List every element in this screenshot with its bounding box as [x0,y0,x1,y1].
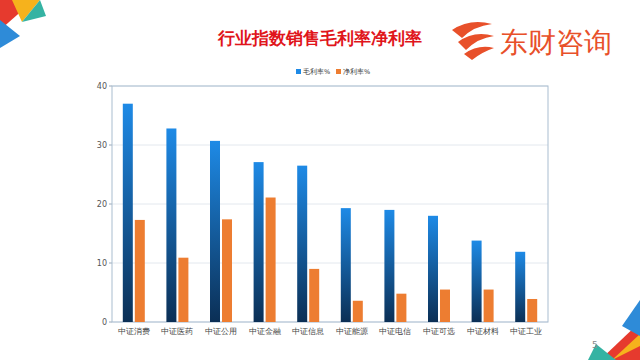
tick-label: 30 [97,141,107,150]
corner-shape [612,334,640,360]
plot-frame [112,86,548,322]
bar [123,104,133,322]
bar [472,241,482,322]
title: 行业指数销售毛利率净利率 [217,28,422,48]
bar [428,216,438,322]
bar [266,198,276,322]
page-number: 5 [592,340,598,350]
logo-text: 东财咨询 [500,26,612,59]
bar [135,220,145,322]
corner-shape [22,0,46,22]
bar [384,210,394,322]
bar [353,301,363,322]
tick-label: 10 [97,259,107,268]
category-label: 中证可选 [423,327,455,336]
category-label: 中证材料 [467,327,499,336]
grid-line [112,263,548,264]
bar [341,208,351,322]
corner-shape [0,20,20,48]
bar [222,219,232,322]
logo: 东财咨询 [452,22,612,60]
bar [484,290,494,322]
category-label: 中证信息 [292,327,324,336]
legend-label: 净利率% [343,68,370,76]
x-axis-labels: 中证消费 中证医药 中证公用 中证金融 中证信息 中证能源 中证电信 中证可选 中证材料 中证工业 [118,327,542,336]
category-label: 中证医药 [161,327,193,336]
tick-label: 20 [97,200,107,209]
legend: 毛利率% 净利率% [296,68,370,76]
bar [527,299,537,322]
tick-label: 0 [102,318,107,327]
grid: 0 10 20 30 40 [97,82,548,327]
tick-label: 40 [97,82,107,91]
category-label: 中证公用 [205,327,237,336]
category-label: 中证能源 [336,327,368,336]
category-label: 中证电信 [379,327,411,336]
category-label: 中证消费 [118,327,150,336]
bars [123,104,537,322]
legend-swatch [296,69,301,74]
bar [297,166,307,322]
bar [309,269,319,322]
bar [515,252,525,322]
bar [178,258,188,322]
category-label: 中证工业 [510,327,542,336]
category-label: 中证金融 [249,327,281,336]
decoration [0,0,640,360]
corner-shape [622,300,640,336]
bar [440,290,450,322]
bar [396,294,406,322]
bar [210,141,220,322]
bar [254,162,264,322]
legend-swatch [336,69,341,74]
logo-icon [464,47,494,60]
grid-line [112,145,548,146]
bar [166,128,176,322]
grid-line [112,204,548,205]
legend-label: 毛利率% [303,68,330,76]
stage: 行业指数销售毛利率净利率东财咨询5010203040中证消费中证医药中证公用中证… [0,0,640,360]
